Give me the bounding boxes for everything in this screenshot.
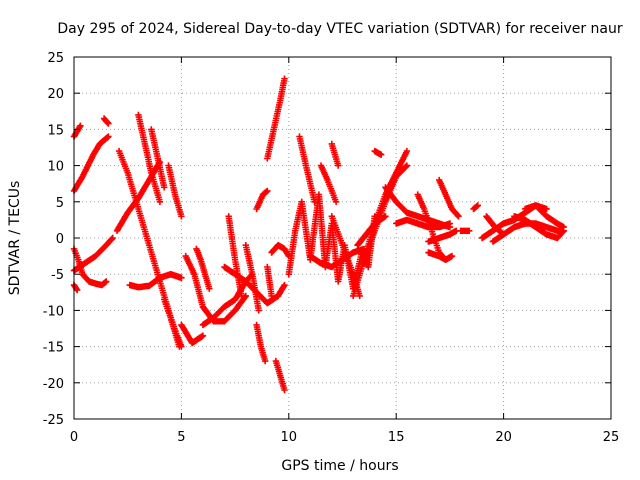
marker-group <box>135 111 164 205</box>
marker-group <box>285 191 378 292</box>
series-arc-48 <box>511 213 567 242</box>
series-arc-22 <box>264 263 275 300</box>
x-tick-label: 5 <box>177 430 185 445</box>
x-tick-label: 0 <box>70 430 78 445</box>
marker-group <box>253 187 271 213</box>
series-arc-24 <box>264 75 288 162</box>
marker-group <box>511 213 567 242</box>
tick-labels: 0 5 10 15 20 25 -25 -20 -15 -10 -5 0 5 10 15 20 25 <box>43 51 620 445</box>
series-arc-35 <box>354 213 389 249</box>
y-tick-label: -15 <box>43 341 64 356</box>
data-points <box>70 75 567 394</box>
x-axis-label: GPS time / hours <box>281 458 398 474</box>
series-arc-14 <box>178 321 207 347</box>
marker-group <box>242 242 262 314</box>
series-arc-09 <box>135 111 164 205</box>
y-tick-label: 15 <box>47 123 64 138</box>
series-arc-21 <box>253 321 269 365</box>
series-arc-41 <box>425 249 456 263</box>
series-arc-02 <box>70 133 112 195</box>
marker-group <box>272 357 288 394</box>
series-arc-27 <box>285 191 378 292</box>
marker-group <box>165 162 185 220</box>
series-arc-15 <box>193 245 213 292</box>
marker-group <box>264 263 275 300</box>
series-arc-49 <box>521 202 567 231</box>
x-tick-label: 15 <box>388 430 405 445</box>
marker-group <box>317 162 340 205</box>
series-arc-06 <box>70 234 116 274</box>
marker-group <box>296 133 318 205</box>
series-arc-28 <box>296 133 318 205</box>
chart-title: Day 295 of 2024, Sidereal Day-to-day VTE… <box>57 21 623 37</box>
series-arc-29 <box>317 162 340 205</box>
x-tick-label: 20 <box>495 430 512 445</box>
series-arc-25 <box>272 357 288 394</box>
y-tick-label: 5 <box>56 196 64 211</box>
series-arc-36 <box>371 147 385 158</box>
marker-group <box>178 321 207 347</box>
y-tick-label: -25 <box>43 413 64 428</box>
marker-group <box>193 245 213 292</box>
marker-group <box>521 202 567 231</box>
series-arc-01 <box>70 122 84 140</box>
series-arc-40 <box>425 227 460 245</box>
series-arc-10 <box>148 126 168 191</box>
marker-group <box>148 126 168 191</box>
x-tick-label: 10 <box>281 430 298 445</box>
marker-group <box>328 140 342 169</box>
y-tick-label: -10 <box>43 304 64 319</box>
y-tick-label: -20 <box>43 377 64 392</box>
series-arc-26 <box>268 242 292 260</box>
series-arc-11 <box>165 162 185 220</box>
y-tick-label: 10 <box>47 160 64 175</box>
marker-group <box>113 158 164 234</box>
marker-group <box>70 133 112 195</box>
marker-group <box>225 213 245 300</box>
marker-group <box>100 115 112 127</box>
marker-group <box>436 176 462 220</box>
marker-group <box>354 213 389 249</box>
y-axis-label: SDTVAR / TECUs <box>7 181 23 296</box>
marker-group <box>371 147 385 158</box>
series-arc-19 <box>225 213 245 300</box>
series-arc-03 <box>100 115 112 127</box>
series-arc-05 <box>70 281 81 294</box>
axis-ticks <box>73 56 612 420</box>
marker-group <box>70 122 84 140</box>
x-tick-label: 25 <box>603 430 620 445</box>
marker-group <box>268 242 292 260</box>
marker-group <box>425 249 456 263</box>
marker-group <box>425 227 460 245</box>
series-arc-12 <box>126 271 185 291</box>
y-tick-label: 0 <box>56 232 64 247</box>
series-arc-20 <box>242 242 262 314</box>
series-arc-44 <box>470 202 481 213</box>
marker-group <box>253 321 269 365</box>
y-tick-label: 25 <box>47 51 64 66</box>
y-tick-label: -5 <box>51 268 64 283</box>
marker-group <box>161 296 185 350</box>
y-tick-label: 20 <box>47 87 64 102</box>
marker-group <box>264 75 288 162</box>
series-arc-42 <box>436 176 462 220</box>
marker-group <box>70 234 116 274</box>
series-arc-23 <box>253 187 271 213</box>
series-arc-43 <box>457 227 473 234</box>
series-arc-30 <box>328 140 342 169</box>
marker-group <box>470 202 481 213</box>
series-arc-07 <box>113 158 164 234</box>
marker-group <box>70 281 81 294</box>
series-arc-13 <box>161 296 185 350</box>
marker-group <box>126 271 185 291</box>
marker-group <box>457 227 473 234</box>
